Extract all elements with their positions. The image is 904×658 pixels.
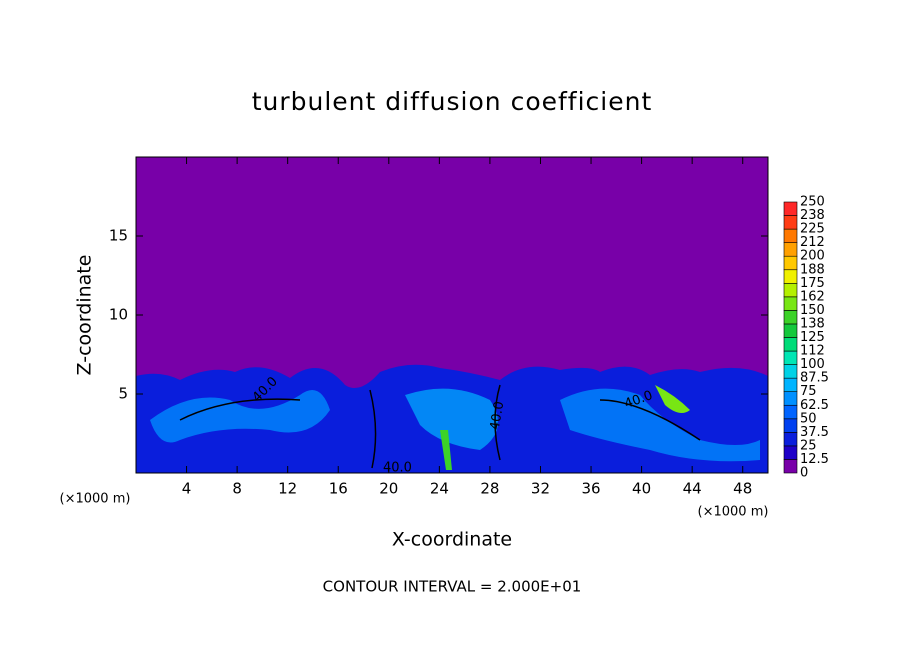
contour-line xyxy=(179,384,701,469)
x-axis-label: X-coordinate xyxy=(392,529,512,551)
colorbar-band xyxy=(783,242,798,257)
x-tick-label: 12 xyxy=(278,480,297,498)
contour-label: 40.0 xyxy=(383,461,412,476)
colorbar-label: 250 xyxy=(800,195,825,210)
colorbar-label: 37.5 xyxy=(800,425,829,440)
field-patch xyxy=(150,390,330,443)
x-unit-label: (×1000 m) xyxy=(60,492,131,507)
colorbar-band xyxy=(783,255,798,271)
colorbar-band xyxy=(783,404,798,420)
colorbar-label: 125 xyxy=(800,330,825,345)
colorbar-label: 225 xyxy=(800,222,825,237)
colorbar-band xyxy=(783,350,798,365)
colorbar-band xyxy=(783,391,798,406)
colorbar-band xyxy=(783,228,798,243)
colorbar-label: 100 xyxy=(800,357,825,372)
colorbar-label: 200 xyxy=(800,249,825,264)
colorbar-label: 112 xyxy=(800,344,825,359)
colorbar-label: 188 xyxy=(800,262,825,277)
x-tick-label: 40 xyxy=(632,480,651,498)
colorbar-label: 0 xyxy=(800,466,808,481)
colorbar-band xyxy=(783,432,798,447)
field-patch xyxy=(560,388,760,462)
colorbar-band xyxy=(783,445,798,460)
colorbar-band xyxy=(783,310,798,325)
x-tick-label: 16 xyxy=(329,480,348,498)
colorbar-band xyxy=(783,323,798,338)
colorbar-label: 162 xyxy=(800,289,825,304)
colorbar-label: 62.5 xyxy=(800,398,829,413)
field xyxy=(136,157,768,473)
colorbar-label: 238 xyxy=(800,208,825,223)
colorbar-band xyxy=(783,337,798,352)
colorbar-label: 50 xyxy=(800,411,817,426)
x-tick-label: 8 xyxy=(232,480,242,498)
y-axis-label: Z-coordinate xyxy=(74,255,96,376)
colorbar-label: 212 xyxy=(800,235,825,250)
colorbar-label: 175 xyxy=(800,276,825,291)
colorbar-label: 75 xyxy=(800,384,817,399)
field-patch xyxy=(655,385,690,414)
colorbar-band xyxy=(783,296,798,311)
colorbar-band xyxy=(783,418,798,433)
colorbar-band xyxy=(783,459,798,474)
y-tick-label: 15 xyxy=(109,227,128,245)
colorbar-label: 150 xyxy=(800,303,825,318)
x-tick-label: 48 xyxy=(733,480,752,498)
y-tick-label: 5 xyxy=(118,385,128,403)
x-tick-label: 28 xyxy=(480,480,499,498)
x-tick-label: 4 xyxy=(182,480,192,498)
contour-label: 40.0 xyxy=(488,400,508,431)
colorbar-label: 25 xyxy=(800,438,817,453)
x-tick-label: 24 xyxy=(430,480,449,498)
x-tick-label: 44 xyxy=(683,480,702,498)
footer: CONTOUR INTERVAL = 2.000E+01 xyxy=(323,578,582,596)
colorbar-band xyxy=(783,269,798,284)
field-patch xyxy=(405,388,498,450)
x-tick-label: 36 xyxy=(581,480,600,498)
colorbar-band xyxy=(783,201,798,216)
colorbar-band xyxy=(783,215,798,230)
colorbar-band xyxy=(783,364,798,379)
colorbar-band xyxy=(783,377,798,392)
colorbar-label: 12.5 xyxy=(800,452,829,467)
colorbar-band xyxy=(783,282,798,298)
x-tick-label: 20 xyxy=(379,480,398,498)
x-tick-label: 32 xyxy=(531,480,550,498)
colorbar-label: 87.5 xyxy=(800,371,829,386)
colorbar-label: 138 xyxy=(800,316,825,331)
x-unit-label: (×1000 m) xyxy=(698,505,769,520)
field-patch xyxy=(440,430,452,470)
chart-title: turbulent diffusion coefficient xyxy=(252,87,653,116)
y-tick-label: 10 xyxy=(109,306,128,324)
